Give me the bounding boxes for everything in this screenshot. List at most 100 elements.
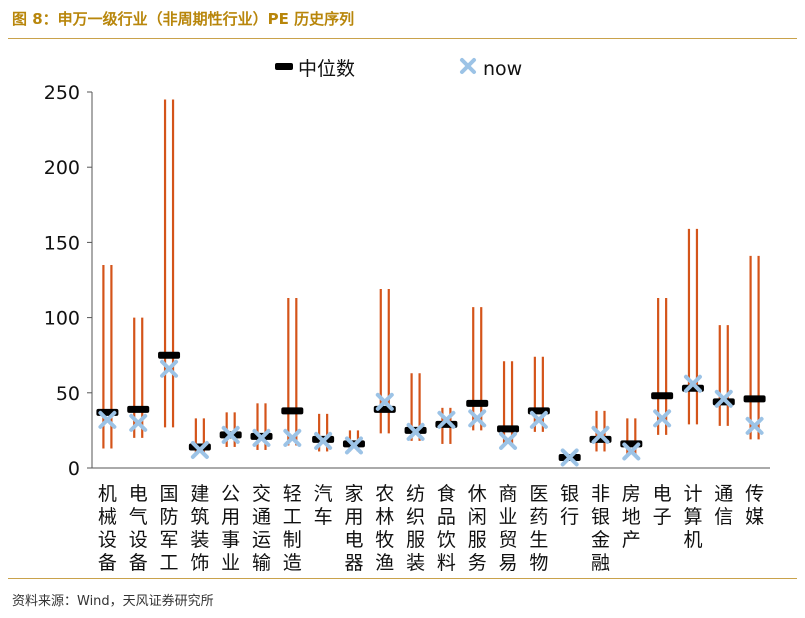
now-marker-stroke [591, 425, 610, 444]
category-label-char: 公 [221, 483, 240, 505]
category-label-char: 贸 [499, 529, 518, 551]
category-label-char: 建 [190, 483, 209, 505]
now-marker [406, 422, 425, 441]
median-marker [466, 399, 489, 407]
category-label-char: 传 [745, 483, 764, 505]
y-tick-label: 250 [44, 82, 80, 104]
category-label-char: 生 [529, 529, 548, 551]
now-marker-stroke [375, 392, 394, 411]
category-label-char: 料 [437, 552, 456, 574]
category-label-char: 物 [529, 552, 548, 574]
now-marker-stroke [437, 410, 456, 429]
now-marker [221, 425, 240, 444]
y-tick-label: 200 [44, 157, 80, 179]
category-label-char: 车 [314, 506, 333, 528]
category-label-char: 装 [406, 552, 425, 574]
category-label-char: 牧 [375, 529, 394, 551]
y-tick-label: 100 [44, 308, 80, 330]
now-marker-stroke [129, 413, 148, 432]
legend-median-label: 中位数 [298, 58, 355, 80]
category-label: 国防军工 [160, 483, 179, 574]
now-marker-stroke [314, 431, 333, 450]
category-label-char: 医 [529, 483, 548, 505]
category-label-char: 装 [190, 529, 209, 551]
category-label-char: 运 [252, 529, 271, 551]
category-label-char: 设 [129, 529, 148, 551]
now-marker [745, 416, 764, 435]
category-label: 非银金融 [591, 483, 610, 574]
now-marker [344, 436, 363, 455]
now-marker [437, 410, 456, 429]
category-label: 传媒 [745, 483, 764, 528]
now-marker-stroke [622, 442, 641, 461]
category-label: 家用电器 [344, 483, 363, 574]
category-label-char: 农 [375, 483, 394, 505]
category-label-char: 制 [283, 529, 302, 551]
category-label-char: 地 [622, 506, 641, 528]
category-label-char: 银 [591, 506, 610, 528]
now-marker-stroke [714, 389, 733, 408]
category-label-char: 金 [591, 529, 610, 551]
legend-now-label: now [483, 58, 522, 80]
category-label-char: 产 [622, 529, 641, 551]
now-marker [683, 374, 702, 393]
figure-title: 图 8：申万一级行业（非周期性行业）PE 历史序列 [12, 10, 355, 28]
legend: 中位数 now [275, 58, 522, 80]
category-label-char: 房 [622, 483, 641, 505]
legend-now-swatch [460, 58, 476, 74]
now-marker [375, 392, 394, 411]
now-marker-stroke [529, 410, 548, 429]
category-label-char: 电 [344, 529, 363, 551]
now-marker-stroke [683, 374, 702, 393]
category-label-char: 机 [683, 529, 702, 551]
category-label-char: 通 [714, 483, 733, 505]
category-label-char: 家 [344, 483, 363, 505]
median-marker [497, 425, 520, 433]
y-tick-labels: 0 50 100 150 200 250 [44, 82, 80, 480]
now-marker [98, 410, 117, 429]
category-label-char: 备 [98, 552, 117, 574]
category-label-char: 业 [499, 506, 518, 528]
now-marker [714, 389, 733, 408]
category-label-char: 务 [468, 552, 487, 574]
category-label-char: 工 [160, 552, 179, 574]
median-marker [743, 395, 766, 403]
category-label-char: 电 [653, 483, 672, 505]
category-label-char: 纺 [406, 483, 425, 505]
category-label: 食品饮料 [437, 483, 456, 574]
now-marker [160, 359, 179, 378]
category-labels: 机械设备电气设备国防军工建筑装饰公用事业交通运输轻工制造汽车家用电器农林牧渔纺织… [98, 483, 764, 574]
category-label-char: 军 [160, 529, 179, 551]
y-tick-label: 50 [56, 383, 80, 405]
now-marker [653, 409, 672, 428]
category-label: 计算机 [683, 483, 702, 551]
category-label-char: 品 [437, 506, 456, 528]
bottom-rule [8, 578, 797, 579]
category-label-char: 非 [591, 483, 610, 505]
category-label-char: 计 [683, 483, 702, 505]
median-marker [127, 405, 150, 413]
now-marker-stroke [745, 416, 764, 435]
category-label-char: 用 [344, 506, 363, 528]
category-label-char: 林 [375, 506, 394, 528]
category-label-char: 业 [221, 552, 240, 574]
now-marker [622, 442, 641, 461]
now-marker [468, 409, 487, 428]
category-label-char: 交 [252, 483, 271, 505]
now-marker [529, 410, 548, 429]
category-label-char: 易 [499, 552, 518, 574]
category-label-char: 食 [437, 483, 456, 505]
category-label: 纺织服装 [406, 483, 425, 574]
now-marker [190, 440, 209, 459]
category-label-char: 织 [406, 506, 425, 528]
category-label: 房地产 [622, 483, 641, 551]
category-label-char: 备 [129, 552, 148, 574]
category-label-char: 饰 [190, 552, 209, 574]
category-label: 商业贸易 [499, 483, 518, 574]
range-bars [102, 99, 760, 461]
category-label: 电气设备 [129, 483, 148, 574]
now-marker-stroke [468, 409, 487, 428]
category-label-char: 融 [591, 552, 610, 574]
now-marker-stroke [252, 428, 271, 447]
